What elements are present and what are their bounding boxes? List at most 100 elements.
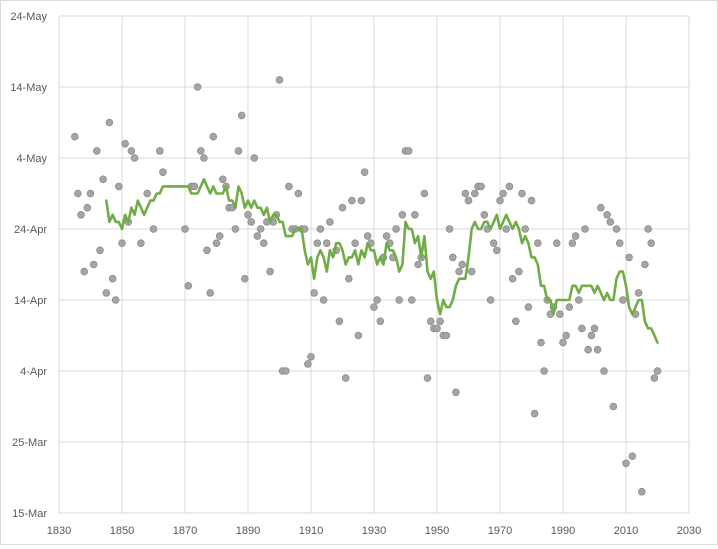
y-tick-label: 24-May <box>10 11 47 23</box>
x-tick-label: 1890 <box>236 525 260 537</box>
data-point <box>641 260 649 269</box>
grid-lines <box>58 15 690 514</box>
data-point <box>382 232 391 240</box>
data-point <box>316 225 325 233</box>
data-point <box>426 317 435 326</box>
data-point <box>159 168 167 177</box>
data-point <box>193 83 202 91</box>
data-point <box>590 324 599 333</box>
data-point <box>565 303 574 311</box>
data-point <box>467 267 476 276</box>
x-tick-label: 2010 <box>614 525 638 537</box>
data-point <box>121 140 129 148</box>
data-point <box>341 374 350 382</box>
data-point <box>414 260 422 269</box>
data-point <box>244 211 252 219</box>
data-point <box>370 303 378 311</box>
x-tick-label: 1910 <box>299 525 323 537</box>
y-tick-label: 25-Mar <box>12 437 47 449</box>
data-point <box>344 274 353 283</box>
data-point <box>105 118 114 127</box>
data-point <box>354 331 363 340</box>
data-point <box>436 317 444 326</box>
data-point <box>304 360 312 368</box>
data-point <box>647 239 655 248</box>
data-point <box>518 189 526 198</box>
data-point <box>310 289 318 297</box>
x-tick-label: 1970 <box>488 525 512 537</box>
data-point <box>612 225 621 233</box>
data-point <box>253 232 262 240</box>
data-point <box>568 239 577 248</box>
data-point <box>357 196 366 205</box>
data-point <box>335 317 344 326</box>
data-point <box>156 147 164 155</box>
data-point <box>80 267 88 276</box>
data-point <box>433 324 441 333</box>
data-point <box>313 239 322 248</box>
x-tick-label: 1830 <box>47 525 71 537</box>
x-tick-label: 1850 <box>110 525 134 537</box>
data-point <box>455 267 463 276</box>
data-point <box>137 239 145 248</box>
data-point <box>562 331 570 340</box>
data-point <box>363 232 372 240</box>
data-point <box>89 260 98 269</box>
data-point <box>489 239 498 248</box>
data-point <box>338 203 347 212</box>
data-point <box>392 225 400 233</box>
data-point <box>127 147 136 155</box>
data-point <box>445 225 454 233</box>
axis-tick-labels: 1830 1850 1870 1890 1910 1930 1950 1970 1990 2010… <box>10 11 701 537</box>
x-tick-label: 1930 <box>362 525 386 537</box>
data-point <box>209 132 218 141</box>
data-point <box>307 352 315 361</box>
data-point <box>596 203 605 212</box>
y-tick-label: 4-May <box>16 153 47 165</box>
data-point <box>420 189 429 198</box>
data-point <box>231 225 240 233</box>
scatter-series <box>71 76 662 496</box>
data-point <box>442 331 451 340</box>
data-point <box>74 189 82 198</box>
data-point <box>527 196 536 205</box>
x-tick-label: 2030 <box>677 525 701 537</box>
data-point <box>219 175 227 184</box>
data-point <box>275 76 284 84</box>
data-point <box>108 274 117 283</box>
data-point <box>628 452 637 461</box>
y-tick-label: 15-Mar <box>12 508 47 520</box>
data-point <box>130 154 139 162</box>
data-point <box>360 168 369 177</box>
data-point <box>508 274 517 283</box>
data-point <box>93 147 101 155</box>
data-point <box>241 274 249 283</box>
x-tick-label: 1870 <box>173 525 197 537</box>
y-tick-label: 4-Apr <box>20 366 47 378</box>
data-point <box>250 154 259 162</box>
data-point <box>584 345 592 354</box>
data-point <box>581 225 589 233</box>
data-point <box>530 409 539 418</box>
data-point <box>480 211 489 219</box>
data-point <box>411 211 419 219</box>
data-point <box>115 182 123 191</box>
data-point <box>574 296 583 304</box>
data-point <box>423 374 432 382</box>
data-point <box>200 154 208 162</box>
data-point <box>458 260 467 269</box>
data-point <box>502 225 511 233</box>
data-point <box>492 246 501 255</box>
data-point <box>266 267 274 276</box>
data-point <box>111 296 120 304</box>
data-point <box>256 225 265 233</box>
data-point <box>184 281 193 290</box>
data-point <box>600 367 608 375</box>
data-point <box>71 132 79 141</box>
x-tick-label: 1990 <box>551 525 575 537</box>
data-point <box>407 296 416 304</box>
data-point <box>637 487 646 496</box>
data-point <box>373 296 381 304</box>
